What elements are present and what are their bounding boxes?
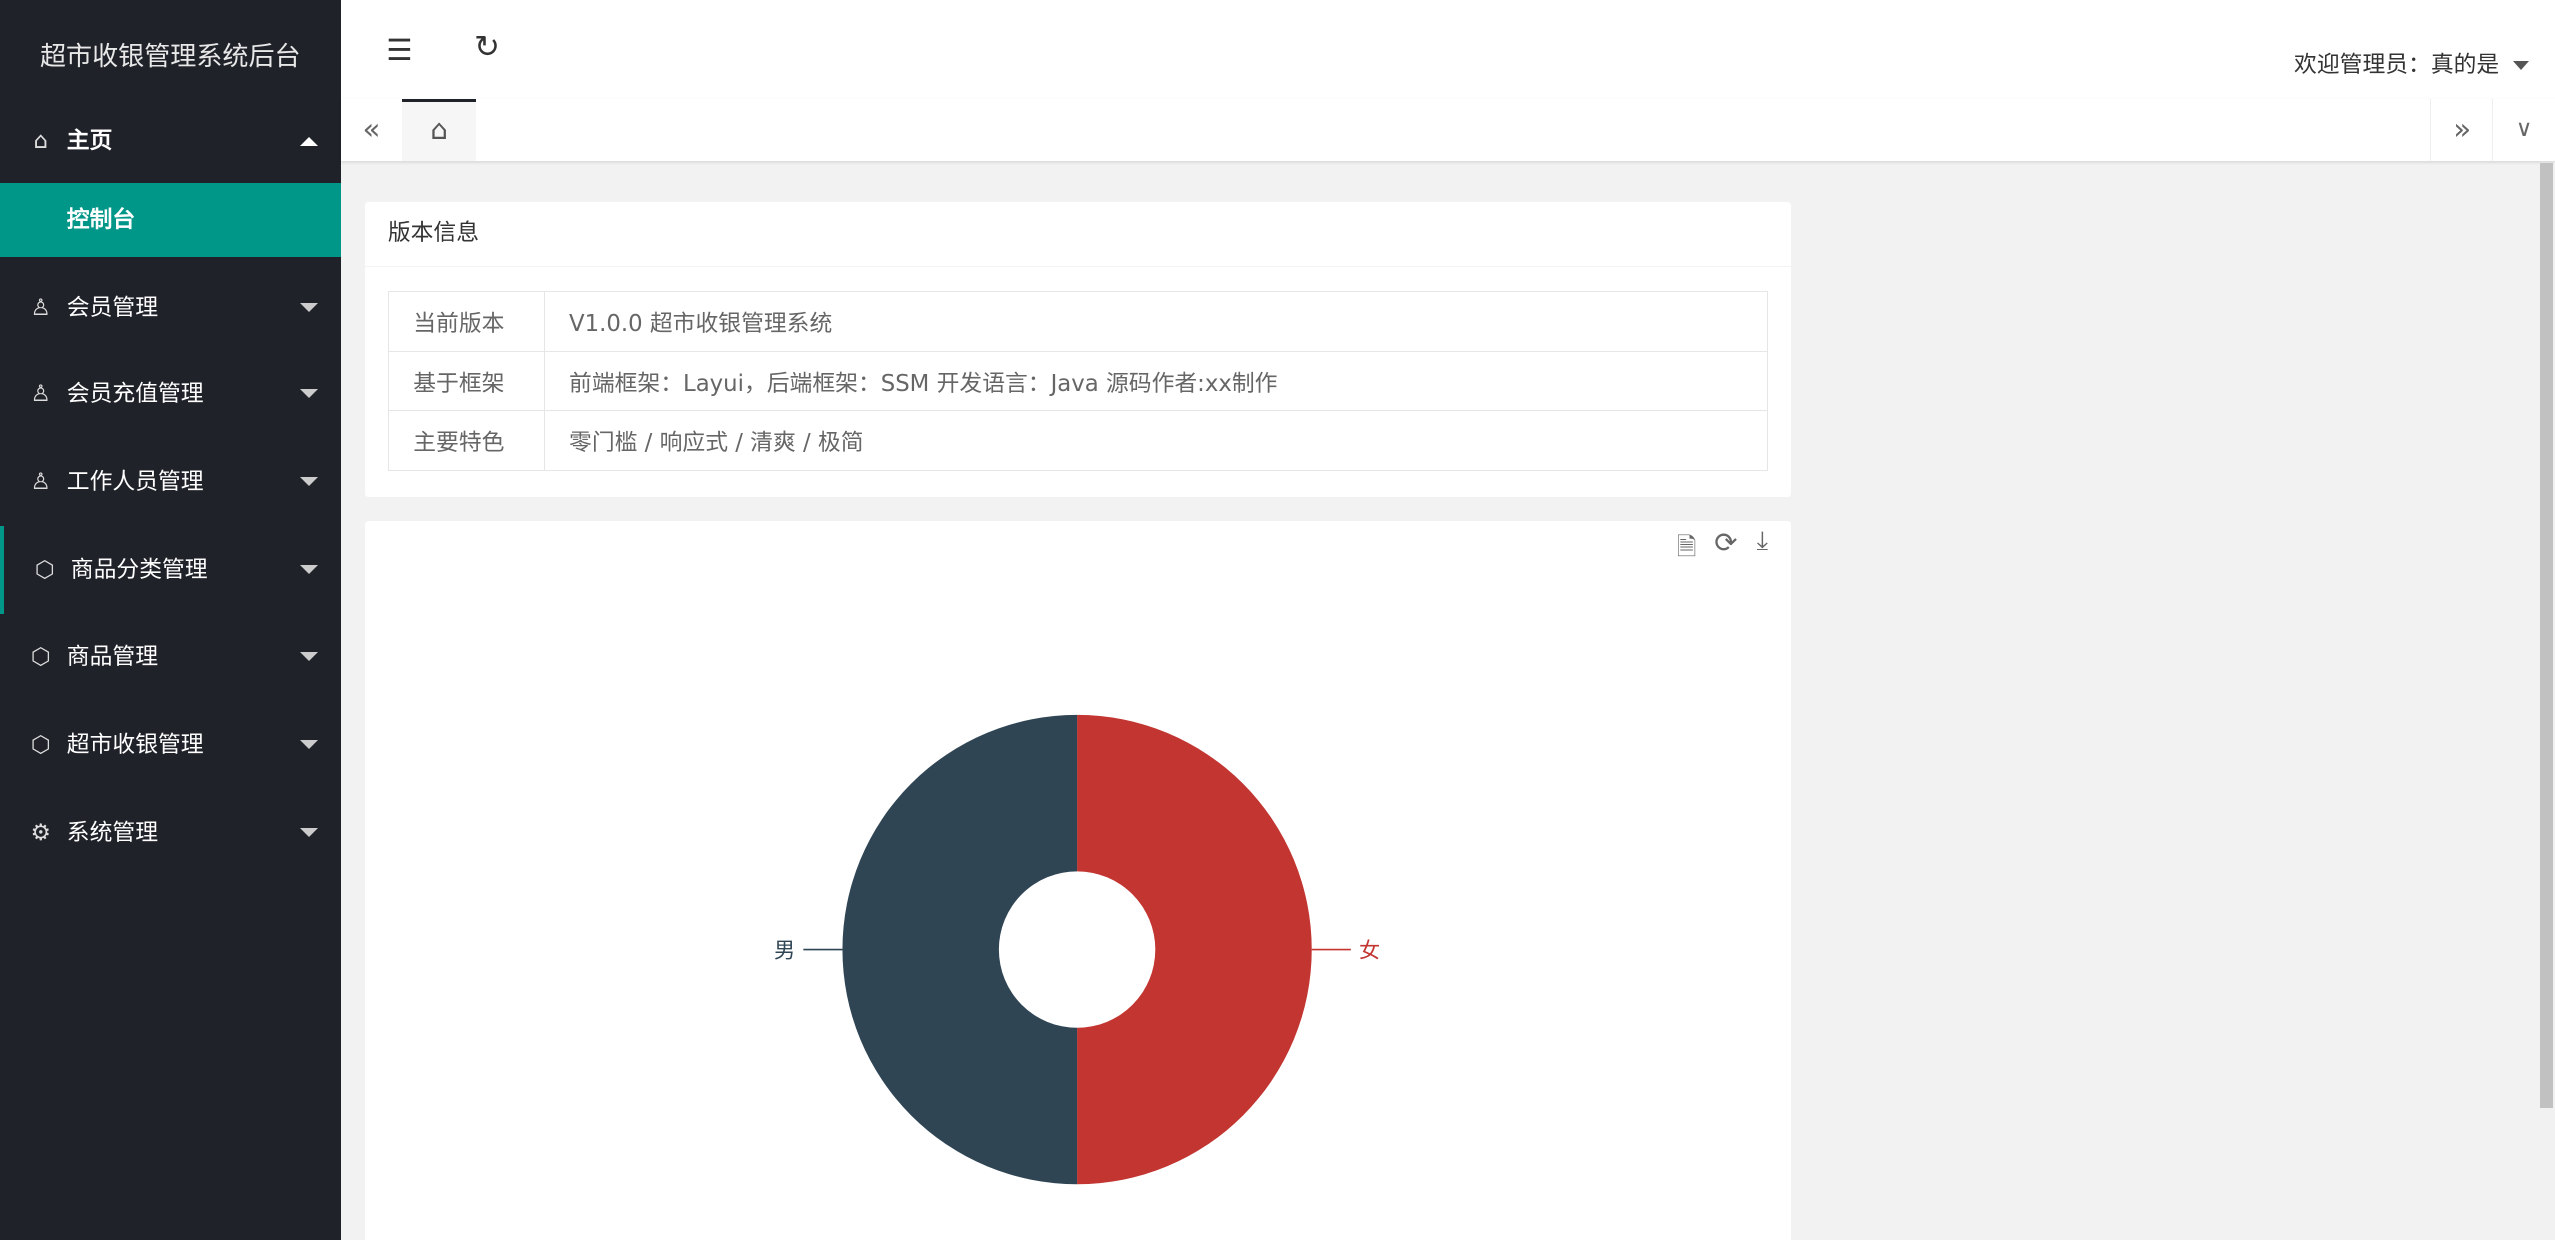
pie-slice-0[interactable] (1077, 715, 1312, 1185)
row-value: 前端框架：Layui，后端框架：SSM 开发语言：Java 源码作者:xx制作 (543, 350, 1768, 412)
admin-menu[interactable]: 欢迎管理员：真的是 (2294, 46, 2529, 79)
tab-bar: « ⌂ » ∨ (340, 99, 2555, 162)
chevron-down-icon (299, 739, 318, 749)
chevron-down-icon (299, 651, 318, 661)
data-view-icon[interactable]: 🗎 (1676, 531, 1697, 561)
chevron-down-icon (299, 389, 318, 398)
pie-chart: 女男 (774, 715, 1380, 1185)
cube-icon: ⬡ (30, 731, 51, 758)
sidebar-item-7[interactable]: ⬡ 超市收银管理 (0, 701, 341, 789)
slice-label: 男 (774, 938, 795, 963)
user-icon: ♙ (30, 294, 51, 321)
welcome-text: 欢迎管理员：真的是 (2294, 51, 2500, 78)
collapse-menu-icon[interactable]: ☰ (386, 32, 413, 67)
sidebar-item-2[interactable]: ♙ 会员管理 (0, 264, 341, 352)
row-value: 零门槛 / 响应式 / 清爽 / 极简 (543, 410, 1768, 471)
sidebar-item-5[interactable]: ⬡ 商品分类管理 (0, 526, 341, 615)
cube-icon: ⬡ (34, 557, 55, 584)
save-image-icon[interactable]: ⤓ (1756, 526, 1769, 557)
caret-down-icon (2512, 60, 2529, 70)
pie-slice-1[interactable] (842, 715, 1078, 1185)
row-key: 当前版本 (387, 291, 545, 352)
chart-card: 🗎 ⟳ ⤓ 女男 (365, 521, 1791, 1240)
row-value: V1.0.0 超市收银管理系统 (543, 291, 1768, 352)
sidebar-item-label: 会员充值管理 (66, 381, 204, 408)
tab-home[interactable]: ⌂ (402, 99, 476, 162)
user-icon: ♙ (30, 469, 51, 496)
restore-icon[interactable]: ⟳ (1714, 526, 1738, 560)
chevron-down-icon (299, 477, 318, 486)
table-row: 主要特色 零门槛 / 响应式 / 清爽 / 极简 (387, 410, 1768, 471)
cube-icon: ⬡ (30, 643, 51, 670)
sidebar-item-6[interactable]: ⬡ 商品管理 (0, 613, 341, 701)
sidebar-item-4[interactable]: ♙ 工作人员管理 (0, 438, 341, 526)
sidebar-item-8[interactable]: ⚙ 系统管理 (0, 789, 341, 877)
chevron-down-icon (299, 303, 318, 312)
sidebar-item-label: 商品管理 (66, 643, 158, 670)
scroll-left-icon[interactable]: « (341, 99, 404, 162)
sidebar: 超市收银管理系统后台 ⌂ 主页 控制台 ♙ 会员管理 ♙ 会员充值管理 ♙ 工作人员管理 ⬡… (0, 0, 341, 1240)
version-card: 版本信息 当前版本 V1.0.0 超市收银管理系统 基于框架 前端框架：Layui，… (365, 202, 1791, 497)
top-header: ☰ ↻ 欢迎管理员：真的是 (340, 0, 2555, 101)
home-icon: ⌂ (430, 113, 448, 147)
table-row: 基于框架 前端框架：Layui，后端框架：SSM 开发语言：Java 源码作者:x… (387, 350, 1768, 412)
sidebar-item-dashboard[interactable]: 控制台 (0, 182, 341, 258)
chevron-down-icon (299, 827, 318, 837)
sidebar-item-label: 超市收银管理 (66, 731, 204, 758)
gear-icon: ⚙ (30, 819, 51, 846)
table-row: 当前版本 V1.0.0 超市收银管理系统 (387, 291, 1768, 352)
version-table: 当前版本 V1.0.0 超市收银管理系统 基于框架 前端框架：Layui，后端框架：… (387, 291, 1768, 471)
row-key: 主要特色 (387, 410, 545, 471)
chevron-up-icon (299, 137, 318, 146)
card-title: 版本信息 (365, 202, 1791, 267)
app-title: 超市收银管理系统后台 (39, 42, 301, 72)
chevron-down-icon (299, 565, 318, 574)
slice-label: 女 (1359, 938, 1380, 963)
home-icon: ⌂ (33, 128, 48, 155)
sidebar-item-label: 系统管理 (66, 819, 158, 846)
sidebar-item-label: 主页 (66, 128, 113, 155)
scroll-right-icon[interactable]: » (2430, 99, 2493, 162)
refresh-icon[interactable]: ↻ (474, 29, 501, 66)
sidebar-item-label: 商品分类管理 (70, 557, 208, 584)
row-key: 基于框架 (387, 350, 545, 412)
sidebar-item-home[interactable]: ⌂ 主页 (0, 101, 341, 182)
sidebar-item-label: 工作人员管理 (66, 469, 204, 496)
scrollbar[interactable] (2538, 162, 2555, 1240)
sidebar-item-3[interactable]: ♙ 会员充值管理 (0, 350, 341, 438)
tab-options-icon[interactable]: ∨ (2492, 99, 2555, 162)
sidebar-item-label: 会员管理 (66, 294, 158, 321)
sidebar-item-label: 控制台 (66, 206, 136, 233)
user-icon: ♙ (30, 381, 51, 408)
scrollbar-thumb[interactable] (2540, 162, 2554, 1109)
